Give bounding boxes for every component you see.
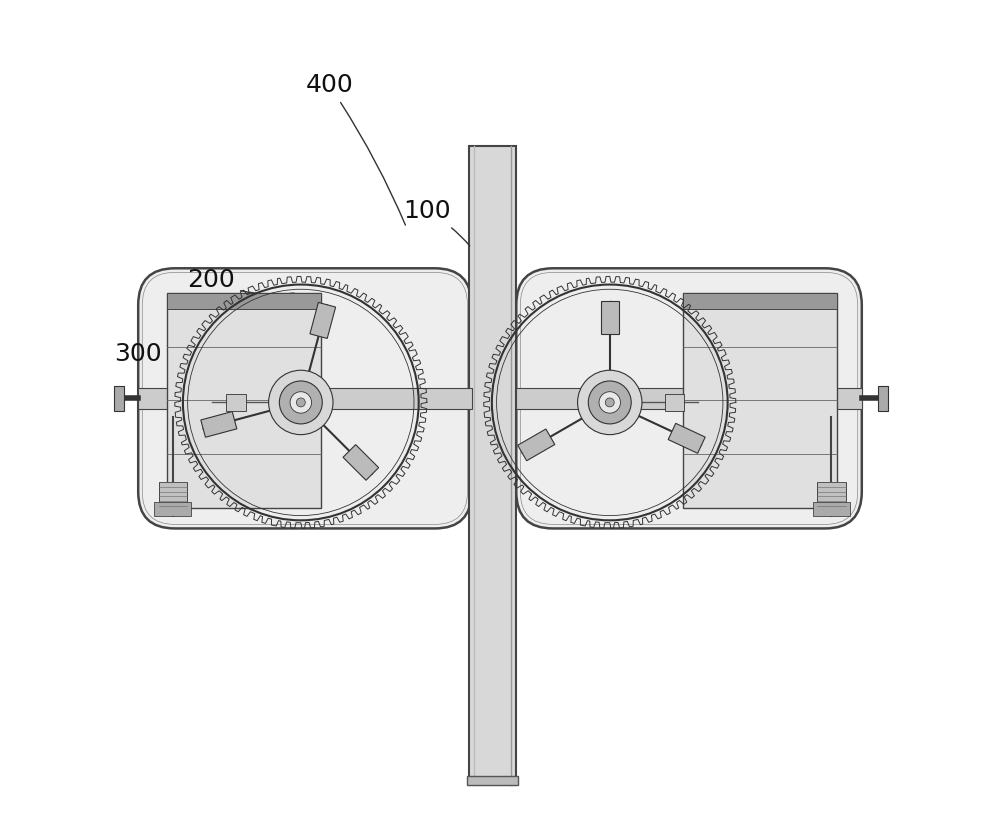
Circle shape <box>605 398 614 406</box>
Bar <box>467 776 518 785</box>
Circle shape <box>588 381 631 424</box>
Bar <box>167 293 321 508</box>
Circle shape <box>290 392 312 413</box>
Bar <box>665 394 684 411</box>
Bar <box>159 481 187 506</box>
Bar <box>469 146 516 785</box>
Circle shape <box>578 370 642 435</box>
Bar <box>114 386 124 411</box>
Bar <box>154 502 191 516</box>
Text: 300: 300 <box>114 331 197 366</box>
Circle shape <box>269 370 333 435</box>
FancyBboxPatch shape <box>138 268 472 528</box>
Bar <box>683 293 837 508</box>
Polygon shape <box>668 424 705 454</box>
FancyBboxPatch shape <box>516 268 862 528</box>
Bar <box>813 502 850 516</box>
Polygon shape <box>343 445 379 480</box>
Text: 200: 200 <box>188 268 294 294</box>
Polygon shape <box>310 302 336 338</box>
Bar <box>226 394 246 411</box>
Text: 400: 400 <box>305 73 405 225</box>
Bar <box>138 388 472 409</box>
Circle shape <box>599 392 620 413</box>
Circle shape <box>296 398 305 406</box>
Bar <box>516 388 862 409</box>
Polygon shape <box>201 411 237 437</box>
Bar <box>167 293 321 309</box>
Bar <box>683 293 837 309</box>
Polygon shape <box>601 302 619 334</box>
Bar <box>878 386 888 411</box>
Text: 100: 100 <box>403 199 470 246</box>
Bar <box>817 481 846 506</box>
Polygon shape <box>518 429 555 461</box>
Circle shape <box>279 381 322 424</box>
